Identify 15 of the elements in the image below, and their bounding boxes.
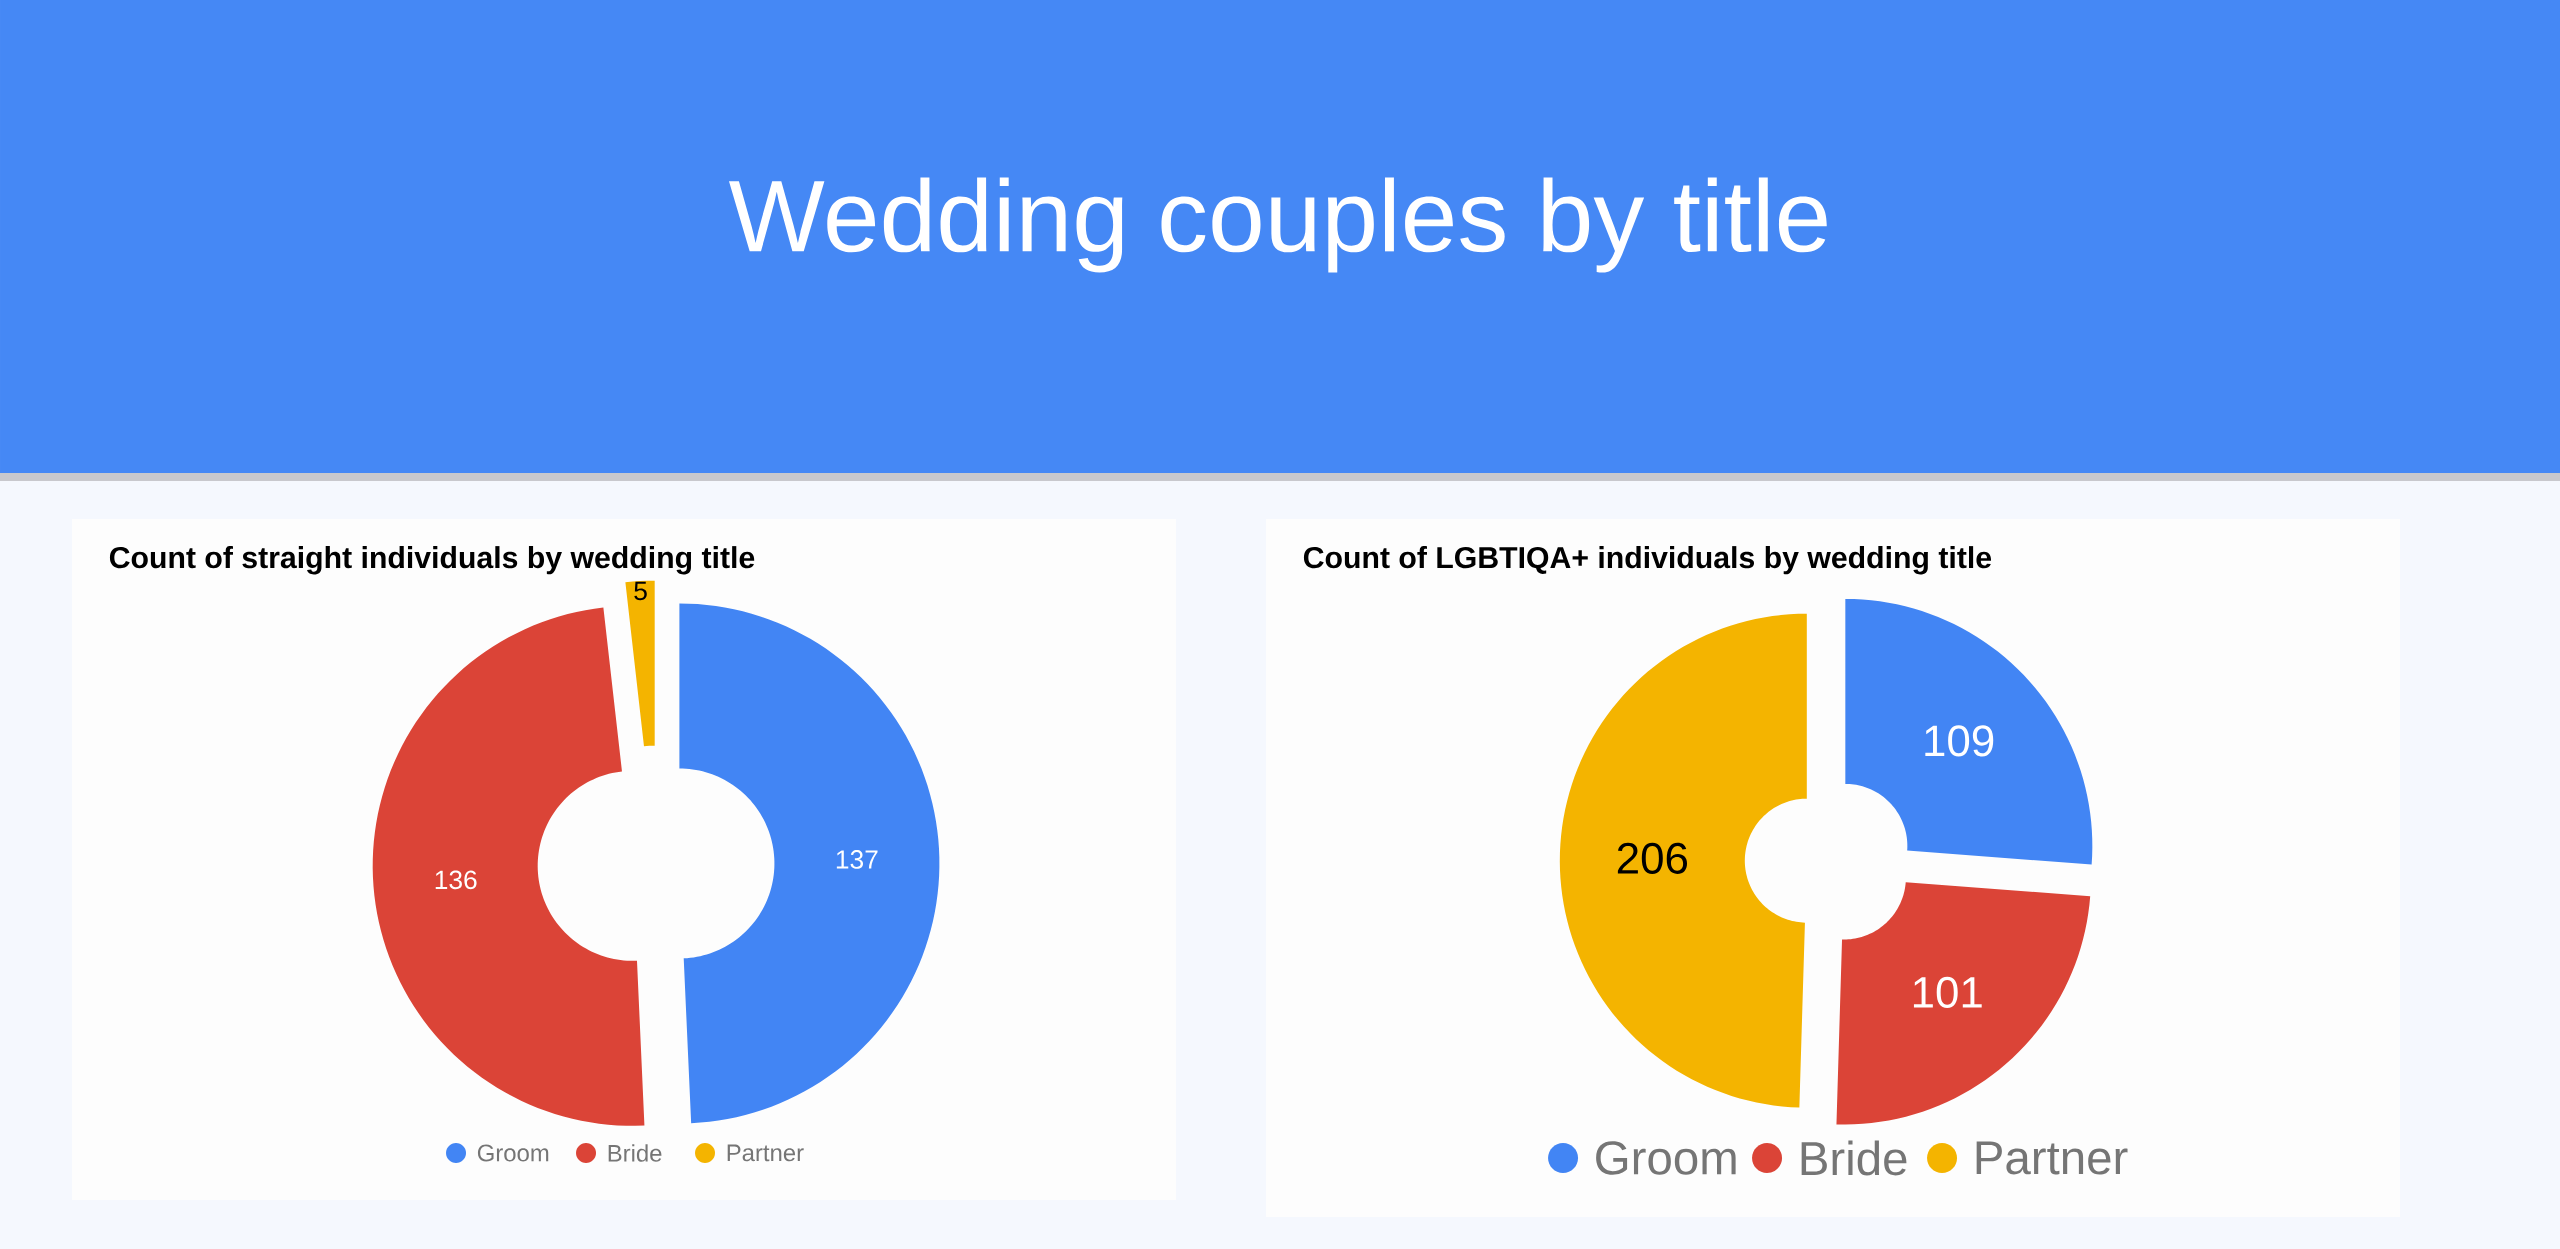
text: Wedding couples by title [728, 177, 1827, 273]
data-label: 101 [1913, 976, 1982, 1008]
legend-label: Partner [1976, 1141, 2128, 1175]
legend-label: Bride [608, 1144, 662, 1162]
chart-title: Count of straight individuals by wedding title [109, 546, 755, 575]
data-label: 206 [1617, 842, 1688, 874]
data-label: 5 [634, 581, 647, 601]
chart-title: Count of LGBTIQA+ individuals by wedding title [1303, 546, 1992, 575]
data-label: 136 [435, 870, 477, 890]
legend-label: Groom [477, 1144, 549, 1162]
data-label: 137 [836, 850, 878, 869]
legend-label: Groom [1596, 1141, 1736, 1175]
legend-label: Partner [727, 1144, 804, 1162]
data-label: 109 [1925, 725, 1994, 757]
legend-label: Bride [1801, 1140, 1907, 1176]
